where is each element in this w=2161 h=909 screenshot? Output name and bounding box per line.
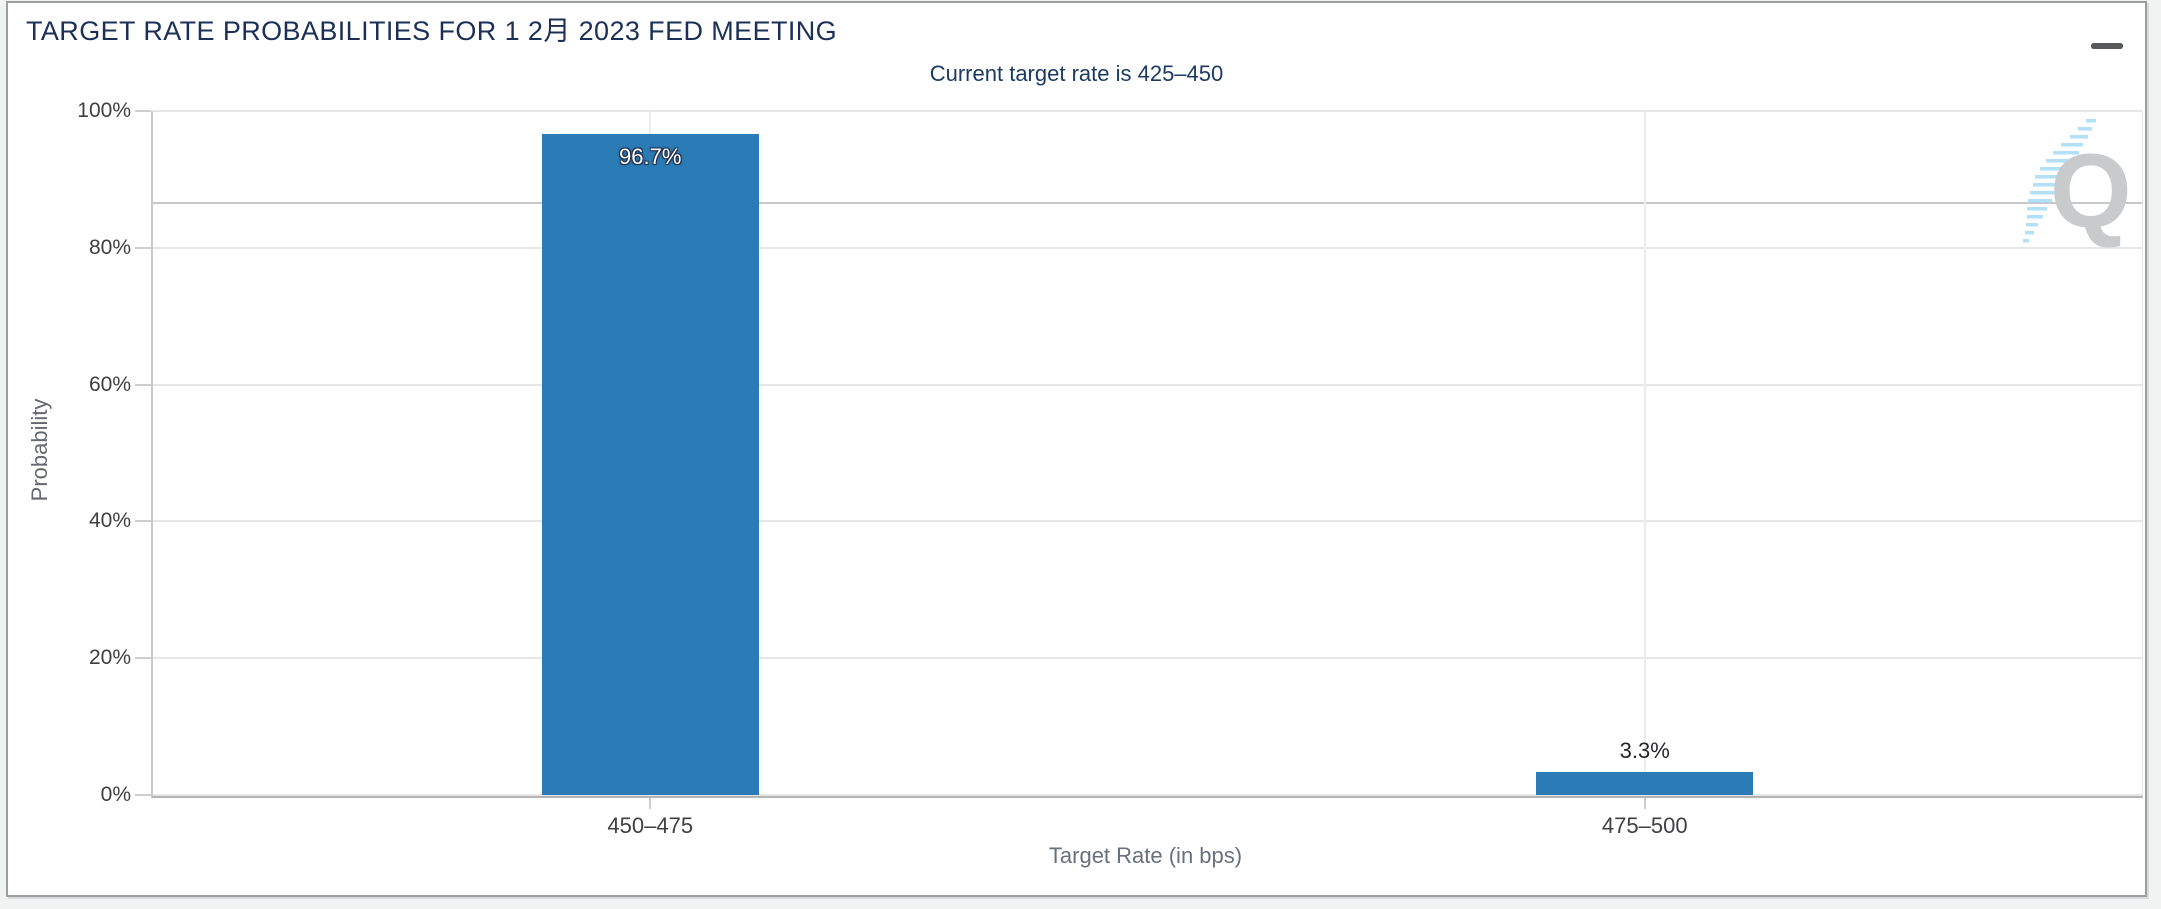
y-tick-label: 60%: [88, 372, 131, 396]
y-tick-label: 40%: [88, 509, 131, 533]
x-tick-mark: [649, 798, 652, 809]
y-tick-mark: [135, 110, 151, 112]
x-tick-mark: [1643, 798, 1646, 809]
watermark-q-letter: Q: [2050, 133, 2130, 250]
y-tick-mark: [135, 794, 151, 796]
y-gridline: [153, 110, 2142, 112]
x-category-label: 475–500: [1601, 813, 1688, 838]
y-tick-label: 20%: [88, 646, 131, 670]
watermark-stripes: [2023, 119, 2096, 243]
y-gridline: [153, 657, 2142, 660]
y-gridline: [153, 520, 2142, 523]
y-tick-label: 100%: [77, 99, 131, 122]
y-axis-title: Probability: [27, 398, 52, 502]
hamburger-icon: [2091, 43, 2123, 49]
y-gridline: [153, 794, 2142, 796]
y-tick-mark: [135, 520, 151, 523]
x-axis-title: Target Rate (in bps): [1048, 843, 1243, 868]
y-tick-label: 80%: [88, 235, 131, 259]
y-tick-mark: [135, 246, 151, 249]
quikstrike-watermark: Q: [2023, 119, 2130, 250]
reference-gridline: [153, 201, 2142, 204]
probability-bar[interactable]: [1536, 772, 1754, 795]
chart-panel: TARGET RATE PROBABILITIES FOR 1 2月 2023 …: [6, 1, 2147, 897]
bar-value-label: 96.7%: [619, 143, 682, 169]
y-tick-label: 0%: [100, 783, 131, 806]
y-tick-mark: [135, 657, 151, 660]
probability-bar[interactable]: [541, 133, 759, 795]
chart-subtitle: Current target rate is 425–450: [929, 61, 1224, 86]
bar-value-label: 3.3%: [1619, 738, 1670, 764]
plot-area: 0% 20% 40% 60% 80% 100% 450–475 96.7% 475–500 3.3…: [77, 99, 2143, 838]
category-gridline: [1643, 111, 1646, 795]
y-tick-mark: [135, 383, 151, 386]
y-gridline: [153, 246, 2142, 249]
y-gridline: [153, 383, 2142, 386]
x-category-label: 450–475: [607, 813, 694, 838]
chart-title: TARGET RATE PROBABILITIES FOR 1 2月 2023 …: [26, 16, 838, 46]
chart-menu-button[interactable]: [2091, 23, 2125, 53]
